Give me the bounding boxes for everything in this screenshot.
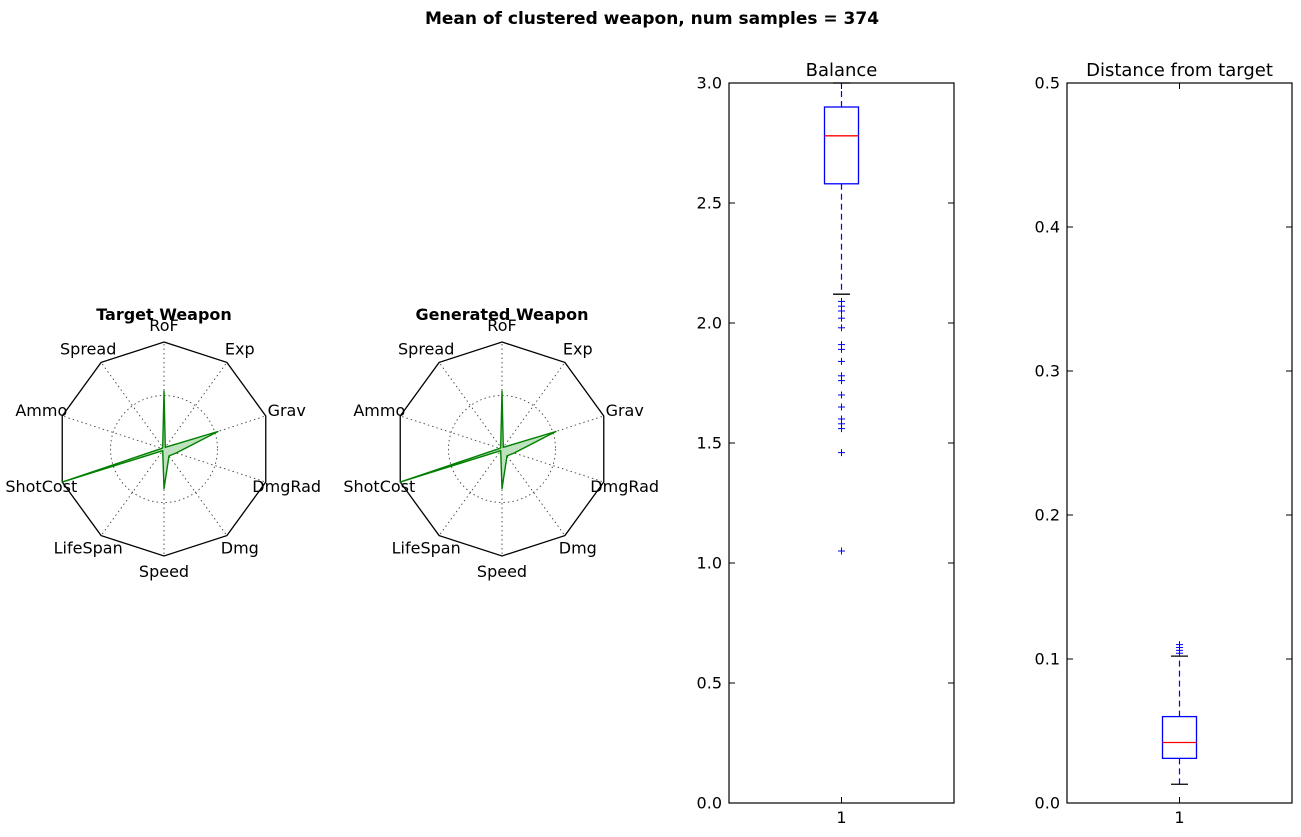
radar-axis-label-ammo: Ammo (15, 401, 67, 420)
radar-axis-label-grav: Grav (268, 401, 306, 420)
radar-frame (399, 341, 605, 557)
radar-axis-label-rof: RoF (149, 316, 178, 335)
y-tick-label: 0.2 (1035, 506, 1060, 525)
radar-axis-label-rof: RoF (487, 316, 516, 335)
boxplot-balance: 0.0 0.5 1.0 1.5 2.0 2.5 3.0 1 Balance (697, 60, 955, 827)
radar-spoke (501, 362, 566, 450)
iqr-box (823, 106, 860, 185)
radar-axis-label-lifespan: LifeSpan (54, 539, 123, 558)
outlier-point (1176, 641, 1183, 649)
outlier-point (838, 403, 845, 411)
radar-axis-label-spread: Spread (398, 340, 454, 359)
plot-title: Balance (806, 60, 878, 81)
radar-title: Generated Weapon (416, 305, 589, 324)
outlier-point (838, 324, 845, 332)
y-tick-label: 3.0 (697, 74, 722, 93)
radar-axis-label-dmgrad: DmgRad (590, 477, 659, 496)
radar-axis-label-speed: Speed (139, 562, 189, 581)
y-tick-label: 1.5 (697, 434, 722, 453)
outlier-point (838, 314, 845, 322)
radar-axis-label-lifespan: LifeSpan (392, 539, 461, 558)
radar-spoke (438, 362, 503, 450)
radar-axis-label-dmg: Dmg (221, 539, 259, 558)
radar-spoke (100, 362, 165, 450)
radar-spoke (501, 448, 604, 483)
radar-axis-label-exp: Exp (225, 340, 255, 359)
y-tick-label: 1.0 (697, 554, 722, 573)
y-tick-label: 0.5 (697, 674, 722, 693)
y-tick-label: 0.0 (1035, 794, 1060, 813)
plot-frame (728, 82, 955, 804)
radar-title: Target Weapon (96, 305, 232, 324)
outlier-point (838, 307, 845, 315)
radar-data-polygon (399, 390, 557, 490)
radar-data-polygon (61, 390, 219, 490)
outlier-point (838, 547, 845, 555)
radar-axis-label-speed: Speed (477, 562, 527, 581)
outlier-point (838, 357, 845, 365)
y-tick-label: 2.0 (697, 314, 722, 333)
radar-axis-label-grav: Grav (606, 401, 644, 420)
x-tick-label: 1 (836, 808, 846, 827)
outlier-point (838, 377, 845, 385)
outlier-point (838, 345, 845, 353)
y-tick-label: 0.0 (697, 794, 722, 813)
radar-axis-label-shotcost: ShotCost (5, 477, 77, 496)
y-tick-label: 0.5 (1035, 74, 1060, 93)
radar-grid-ring (110, 395, 218, 503)
y-tick-label: 0.4 (1035, 218, 1060, 237)
plot-title: Distance from target (1086, 60, 1273, 81)
radar-generated-weapon: RoF Exp Grav DmgRad Dmg Speed LifeSpan ShotCost… (343, 305, 659, 581)
outlier-point (838, 449, 845, 457)
y-tick-label: 0.1 (1035, 650, 1060, 669)
radar-axis-label-exp: Exp (563, 340, 593, 359)
outlier-point (838, 391, 845, 399)
outlier-point (838, 425, 845, 433)
figure-title: Mean of clustered weapon, num samples = … (425, 9, 879, 29)
radar-spoke (163, 362, 228, 450)
radar-axis-label-ammo: Ammo (353, 401, 405, 420)
radar-frame (61, 341, 267, 557)
iqr-box (1161, 715, 1198, 760)
x-tick-label: 1 (1174, 808, 1184, 827)
radar-target-weapon: RoF Exp Grav DmgRad Dmg Speed LifeSpan ShotCost… (5, 305, 321, 581)
boxplot-distance-from-target: 0.0 0.1 0.2 0.3 0.4 0.5 1 Distance from target (1035, 60, 1293, 827)
radar-axis-label-spread: Spread (60, 340, 116, 359)
radar-axis-label-shotcost: ShotCost (343, 477, 415, 496)
radar-axis-label-dmgrad: DmgRad (252, 477, 321, 496)
radar-grid-ring (448, 395, 556, 503)
y-tick-label: 2.5 (697, 194, 722, 213)
radar-spoke (163, 448, 266, 483)
radar-axis-label-dmg: Dmg (559, 539, 597, 558)
y-tick-label: 0.3 (1035, 362, 1060, 381)
